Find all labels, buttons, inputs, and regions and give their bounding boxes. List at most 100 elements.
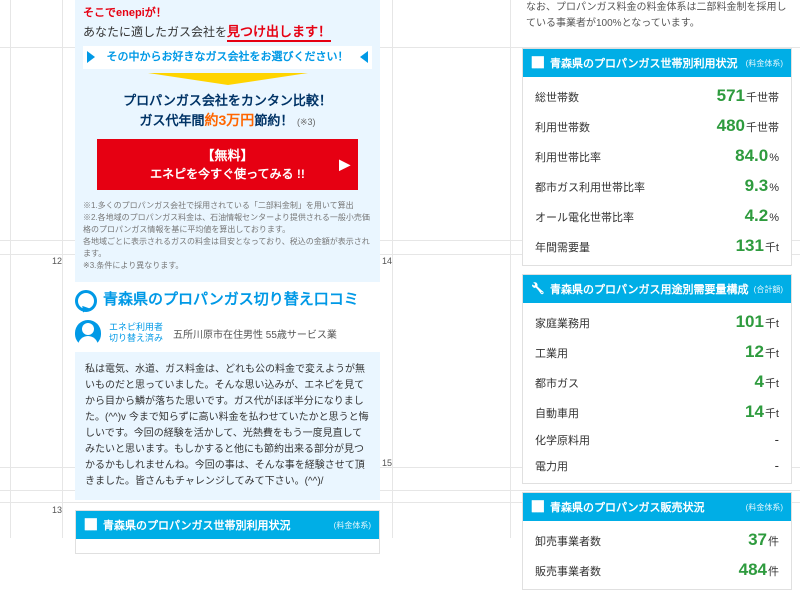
promo-headline-2b: 見つけ出します！ <box>227 24 331 42</box>
panel-title: 青森県のプロパンガス販売状況 <box>550 499 705 515</box>
row-unit: 千世帯 <box>746 122 779 134</box>
row-label: 都市ガス利用世帯比率 <box>535 179 645 195</box>
row-value: 14 <box>745 402 764 421</box>
row-label: 販売事業者数 <box>535 563 601 579</box>
panel-title: 青森県のプロパンガス世帯別利用状況 <box>103 517 291 533</box>
row-value: 4.2 <box>745 206 769 225</box>
row-label: オール電化世帯比率 <box>535 209 634 225</box>
compare-line2b: 約3万円 <box>205 112 255 128</box>
yellow-arrow-icon <box>148 73 308 85</box>
panel-title: 青森県のプロパンガス用途別需要量構成 <box>550 281 749 297</box>
table-row: 利用世帯比率 84.0% <box>523 141 791 171</box>
right-column: なお、プロパンガス料金の料金体系は二部料金制を採用している事業者が100%となっ… <box>522 0 792 590</box>
row-label: 自動車用 <box>535 405 579 421</box>
table-row: 都市ガス利用世帯比率 9.3% <box>523 171 791 201</box>
row-value: 101 <box>736 312 764 331</box>
table-row: 工業用 12千t <box>523 337 791 367</box>
row-unit: 件 <box>768 566 779 578</box>
row-unit: % <box>769 212 779 224</box>
table-row: 家庭業務用 101千t <box>523 307 791 337</box>
cta-free-label: 【無料】 <box>101 147 354 165</box>
panel-body: 家庭業務用101千t工業用12千t都市ガス4千t自動車用14千t化学原料用-電力… <box>523 303 791 483</box>
row-value: - <box>775 432 779 447</box>
row-unit: 千t <box>765 318 779 330</box>
chevron-right-icon: ▶ <box>339 155 350 175</box>
row-value: 4 <box>754 372 763 391</box>
row-label: 都市ガス <box>535 375 579 391</box>
avatar-icon <box>75 320 101 346</box>
compare-line1: プロパンガス会社をカンタン比較！ <box>83 91 372 111</box>
compare-line2a: ガス代年間 <box>140 113 205 128</box>
reviewer-badge2: 切り替え済み <box>109 333 163 345</box>
row-label: 家庭業務用 <box>535 315 590 331</box>
row-value: - <box>775 458 779 473</box>
table-row: 電力用 - <box>523 453 791 479</box>
table-row: 販売事業者数 484件 <box>523 555 791 585</box>
row-unit: 千t <box>765 378 779 390</box>
compare-note: (※3) <box>297 117 316 127</box>
grid-cell-number: 12 <box>52 256 62 266</box>
table-row: 都市ガス 4千t <box>523 367 791 397</box>
row-value: 480 <box>717 116 745 135</box>
reviewer-block: エネピ利用者 切り替え済み 五所川原市在住男性 55歳サービス業 <box>75 320 380 346</box>
panel-title: 青森県のプロパンガス世帯別利用状況 <box>550 55 738 71</box>
review-body: 私は電気、水道、ガス料金は、どれも公の料金で変えようが無いものだと思っていました… <box>75 352 380 500</box>
review-title: 青森県のプロパンガス切り替え口コミ <box>103 290 359 310</box>
row-label: 利用世帯数 <box>535 119 590 135</box>
row-value: 131 <box>736 236 764 255</box>
panel-header: 青森県のプロパンガス世帯別利用状況 (料金体系) <box>76 511 379 539</box>
row-label: 化学原料用 <box>535 432 590 448</box>
panel-tag: (料金体系) <box>746 58 783 69</box>
row-unit: 千t <box>765 348 779 360</box>
row-value: 571 <box>717 86 745 105</box>
chart-icon <box>531 500 545 514</box>
row-unit: 千t <box>765 242 779 254</box>
panel-header: 青森県のプロパンガス販売状況 (料金体系) <box>523 493 791 521</box>
table-row: 総世帯数571千世帯 <box>523 81 791 111</box>
row-label: 電力用 <box>535 458 568 474</box>
wrench-icon <box>531 282 545 296</box>
data-panel: 青森県のプロパンガス用途別需要量構成 (合計額) 家庭業務用101千t工業用12… <box>522 274 792 484</box>
speech-bubble-icon <box>75 290 97 312</box>
row-label: 利用世帯比率 <box>535 149 601 165</box>
reviewer-badge1: エネピ利用者 <box>109 322 163 334</box>
promo-headline-1: そこでenepiが！ <box>83 7 167 19</box>
compare-line2c: 節約！ <box>254 113 293 128</box>
grid-cell-number: 15 <box>382 458 392 468</box>
panel-tag: (料金体系) <box>746 502 783 513</box>
promo-headline-2a: あなたに適したガス会社を <box>83 25 227 39</box>
row-value: 37 <box>748 530 767 549</box>
panel-tag: (料金体系) <box>334 520 371 531</box>
row-value: 9.3 <box>745 176 769 195</box>
table-row: オール電化世帯比率 4.2% <box>523 201 791 231</box>
grid-cell-number: 14 <box>382 256 392 266</box>
cta-button[interactable]: 【無料】 エネピを今すぐ使ってみる !! ▶ <box>97 139 358 190</box>
table-row: 化学原料用 - <box>523 427 791 453</box>
row-value: 484 <box>739 560 767 579</box>
compare-heading: プロパンガス会社をカンタン比較！ ガス代年間約3万円節約！ (※3) <box>83 91 372 132</box>
top-note: なお、プロパンガス料金の料金体系は二部料金制を採用している事業者が100%となっ… <box>522 0 792 40</box>
row-label: 年間需要量 <box>535 239 590 255</box>
table-row: 卸売事業者数37件 <box>523 525 791 555</box>
grid-cell-number: 13 <box>52 505 62 515</box>
row-value: 84.0 <box>735 146 768 165</box>
table-row: 自動車用 14千t <box>523 397 791 427</box>
promo-box: そこでenepiが！ あなたに適したガス会社を見つけ出します！ その中からお好き… <box>75 0 380 282</box>
row-label: 工業用 <box>535 345 568 361</box>
left-usage-panel: 青森県のプロパンガス世帯別利用状況 (料金体系) <box>75 510 380 554</box>
row-unit: 千t <box>765 408 779 420</box>
row-unit: % <box>769 152 779 164</box>
blue-banner: その中からお好きなガス会社をお選びください！ <box>83 46 372 69</box>
row-value: 12 <box>745 342 764 361</box>
panel-body: 総世帯数571千世帯利用世帯数480千世帯利用世帯比率84.0%都市ガス利用世帯… <box>523 77 791 265</box>
left-column: そこでenepiが！ あなたに適したガス会社を見つけ出します！ その中からお好き… <box>75 0 380 554</box>
row-label: 卸売事業者数 <box>535 533 601 549</box>
panel-header: 青森県のプロパンガス世帯別利用状況 (料金体系) <box>523 49 791 77</box>
row-unit: % <box>769 182 779 194</box>
cta-main-label: エネピを今すぐ使ってみる !! <box>101 166 354 183</box>
table-row: 年間需要量 131千t <box>523 231 791 261</box>
chart-icon <box>531 56 545 70</box>
reviewer-person: 五所川原市在住男性 55歳サービス業 <box>173 326 337 341</box>
row-unit: 千世帯 <box>746 92 779 104</box>
data-panel: 青森県のプロパンガス世帯別利用状況 (料金体系) 総世帯数571千世帯利用世帯数… <box>522 48 792 266</box>
